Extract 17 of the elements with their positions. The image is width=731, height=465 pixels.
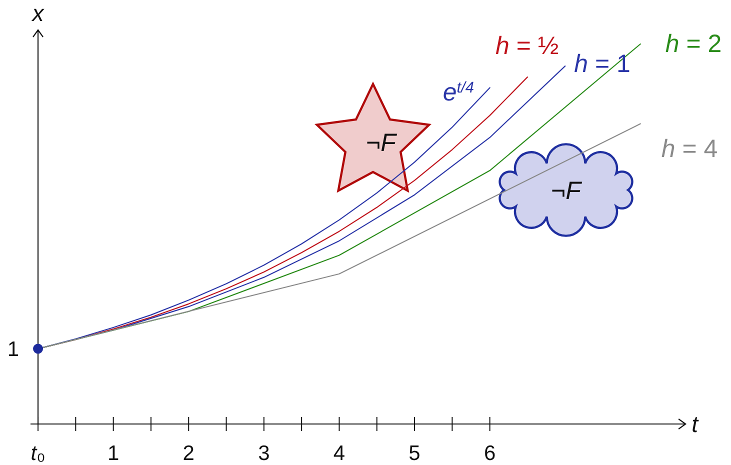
series-label: e$^{t/4}$ [442,78,474,107]
x-tick-label: 1 [107,442,120,465]
series-label: h = 2 [665,30,722,58]
series-label: h = 1 [574,50,630,78]
x-tick-label: t₀ [30,442,46,465]
x-tick-label: 4 [333,442,346,465]
x-tick-label: 2 [182,442,194,465]
series-label: h = ½ [495,32,559,60]
series-label: h = 4 [661,134,718,163]
annotation: 1 [7,338,20,361]
x-tick-label: 5 [408,442,420,465]
annotation: ¬F [551,177,583,205]
x-axis-title: t [692,411,700,437]
y-axis-title: x [31,0,46,26]
x-tick-label: 6 [484,442,496,465]
annotation: ¬F [366,129,398,157]
x-tick-label: 3 [258,442,270,465]
